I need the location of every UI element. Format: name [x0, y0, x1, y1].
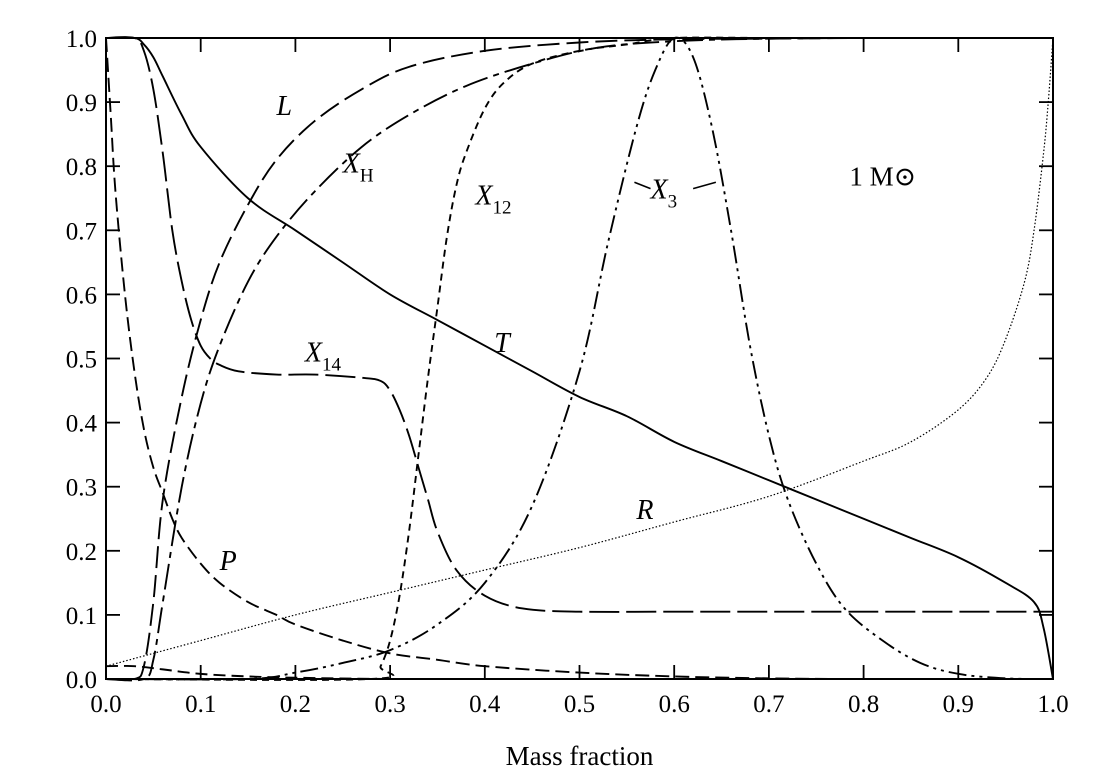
x-tick-label: 0.7	[753, 691, 784, 718]
x-tick-label: 0.0	[90, 691, 121, 718]
series-label-p: P	[219, 546, 237, 577]
y-tick-label: 0.1	[66, 603, 97, 630]
series-line-x-h	[105, 37, 1053, 682]
series-label-base: L	[275, 91, 292, 122]
series-label-base: X	[650, 174, 669, 205]
x-tick-label: 0.1	[185, 691, 216, 718]
mass-annotation: 1 M⊙	[849, 161, 916, 191]
y-tick-label: 0.4	[66, 411, 98, 438]
x3-label-bracket-left	[634, 181, 651, 190]
series-lines	[105, 36, 1054, 682]
series-line-r	[105, 37, 1054, 667]
x-tick-label: 0.8	[848, 691, 879, 718]
series-line-x-3	[105, 36, 1054, 681]
y-tick-label: 0.2	[66, 539, 97, 566]
axis-ticks	[105, 37, 1054, 680]
tick-labels: 0.0 0.1 0.2 0.3 0.4 0.5 0.6 0.7 0.8 0.9 1.0 0.0 0.1 0…	[66, 26, 1069, 718]
series-label-subscript: H	[360, 166, 374, 187]
series-label-subscript: 14	[322, 355, 342, 376]
series-label-l: L	[275, 91, 292, 122]
series-label-base: R	[635, 495, 653, 526]
series-label-base: X	[474, 181, 493, 212]
series-label-x-h: XH	[342, 149, 374, 187]
y-tick-label: 0.0	[66, 667, 97, 694]
x-tick-label: 1.0	[1037, 691, 1068, 718]
plot-border	[105, 37, 1054, 680]
y-tick-label: 0.6	[66, 282, 97, 309]
y-tick-label: 0.9	[66, 90, 97, 117]
y-tick-label: 1.0	[66, 26, 97, 53]
x-axis-title: Mass fraction	[506, 741, 654, 771]
y-tick-label: 0.8	[66, 154, 97, 181]
series-line-p	[105, 37, 1054, 680]
x-tick-label: 0.4	[469, 691, 501, 718]
series-label-t: T	[494, 328, 512, 359]
series-label-x-12: X12	[474, 181, 511, 219]
series-label-subscript: 3	[668, 191, 678, 212]
plot-frame	[105, 37, 1054, 680]
series-label-x-3: X3	[650, 174, 678, 212]
x3-label-bracket-right	[692, 181, 717, 190]
series-label-base: P	[219, 546, 237, 577]
series-label-base: X	[342, 149, 361, 180]
series-label-r: R	[635, 495, 653, 526]
series-label-x-14: X14	[304, 338, 342, 376]
series-line-x-14	[105, 36, 1053, 613]
x-tick-label: 0.9	[943, 691, 974, 718]
series-label-base: X	[304, 338, 323, 369]
series-line-x-12	[105, 36, 1053, 681]
y-tick-label: 0.7	[66, 218, 97, 245]
x-tick-label: 0.5	[564, 691, 595, 718]
series-line-l	[105, 37, 1053, 681]
series-label-subscript: 12	[492, 198, 511, 219]
series-label-base: T	[494, 328, 512, 359]
series-line-tail	[105, 664, 485, 681]
x-tick-label: 0.6	[659, 691, 690, 718]
x-tick-label: 0.2	[280, 691, 311, 718]
x-tick-label: 0.3	[374, 691, 405, 718]
y-tick-label: 0.5	[66, 347, 97, 374]
series-line-t	[105, 36, 1054, 680]
y-tick-label: 0.3	[66, 475, 97, 502]
